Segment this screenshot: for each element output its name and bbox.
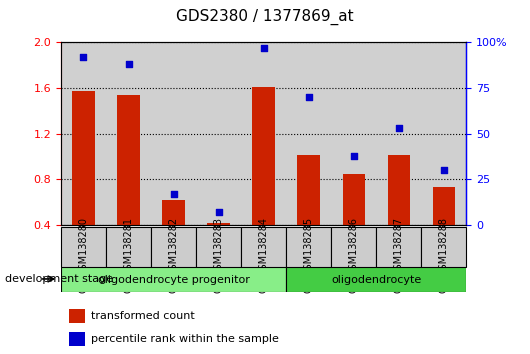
Text: GDS2380 / 1377869_at: GDS2380 / 1377869_at — [176, 9, 354, 25]
Bar — [331, 227, 376, 267]
Point — [440, 167, 448, 173]
Text: GSM138285: GSM138285 — [304, 217, 314, 276]
Bar — [69, 309, 85, 323]
Text: GSM138280: GSM138280 — [78, 217, 89, 276]
Bar — [342, 173, 365, 225]
Text: GSM138282: GSM138282 — [169, 217, 179, 276]
Bar — [376, 227, 421, 267]
Bar — [297, 155, 320, 225]
Bar — [162, 200, 185, 225]
Bar — [61, 227, 106, 267]
Bar — [207, 223, 230, 225]
Point — [350, 153, 358, 158]
Text: GSM138286: GSM138286 — [349, 217, 359, 276]
Text: GSM138287: GSM138287 — [394, 217, 404, 276]
Point — [394, 125, 403, 131]
Bar — [61, 267, 286, 292]
Point — [304, 94, 313, 100]
Bar — [72, 91, 95, 225]
Text: transformed count: transformed count — [91, 311, 195, 321]
Text: development stage: development stage — [5, 274, 113, 284]
Bar — [286, 267, 466, 292]
Point — [80, 54, 88, 60]
Point — [214, 209, 223, 215]
Bar — [196, 227, 241, 267]
Text: GSM138281: GSM138281 — [123, 217, 134, 276]
Text: GSM138284: GSM138284 — [259, 217, 269, 276]
Bar — [241, 227, 286, 267]
Bar — [421, 227, 466, 267]
Bar — [286, 227, 331, 267]
Text: GSM138288: GSM138288 — [439, 217, 449, 276]
Bar — [387, 155, 410, 225]
Bar — [117, 95, 140, 225]
Text: GSM138283: GSM138283 — [214, 217, 224, 276]
Bar — [106, 227, 151, 267]
Point — [124, 62, 132, 67]
Text: oligodendrocyte progenitor: oligodendrocyte progenitor — [98, 275, 250, 285]
Point — [259, 45, 268, 51]
Text: percentile rank within the sample: percentile rank within the sample — [91, 334, 279, 344]
Point — [169, 191, 178, 196]
Text: oligodendrocyte: oligodendrocyte — [331, 275, 421, 285]
Bar — [432, 187, 455, 225]
Bar — [252, 87, 275, 225]
Bar — [69, 332, 85, 346]
Bar — [151, 227, 196, 267]
